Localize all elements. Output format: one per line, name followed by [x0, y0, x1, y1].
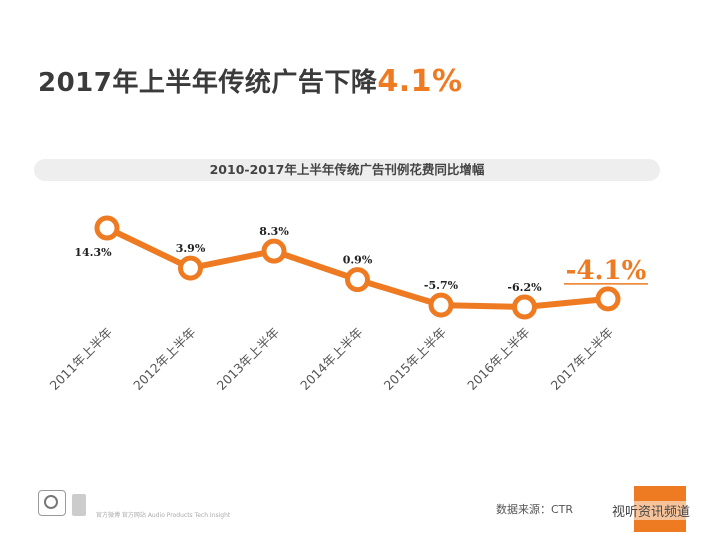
data-point [261, 238, 287, 264]
footer-qr-icon [72, 494, 86, 516]
data-point [345, 267, 370, 293]
data-point [428, 292, 454, 318]
x-tick-label: 2016年上半年 [464, 325, 532, 393]
data-label: 3.9% [176, 242, 206, 255]
data-label: 14.3% [74, 246, 112, 259]
data-label: -4.1% [566, 256, 647, 286]
data-label: 0.9% [343, 254, 373, 267]
x-tick-label: 2012年上半年 [130, 325, 198, 393]
x-tick-label: 2011年上半年 [47, 325, 115, 393]
data-point [178, 255, 203, 281]
chart-title: 2010-2017年上半年传统广告刊例花费同比增幅 [34, 159, 660, 181]
data-label: -6.2% [507, 281, 542, 294]
data-label: 8.3% [259, 225, 289, 238]
x-tick-label: 2013年上半年 [214, 325, 282, 393]
page-title-main: 2017年上半年传统广告下降 [38, 68, 378, 98]
watermark: 视听资讯频道 [610, 501, 693, 520]
data-point [512, 294, 537, 320]
data-point [94, 215, 120, 241]
footer-small-text: 官方微博 官方网站 Audio Products Tech Insight [96, 512, 231, 519]
x-tick-label: 2017年上半年 [548, 325, 616, 393]
page-title-highlight: 4.1% [377, 64, 463, 99]
footer-logo-icon [38, 490, 66, 516]
page-title: 2017年上半年传统广告下降4.1% [38, 62, 463, 99]
x-tick-label: 2014年上半年 [297, 325, 365, 393]
data-label: -5.7% [424, 279, 459, 292]
x-tick-label: 2015年上半年 [381, 325, 449, 393]
data-point [595, 286, 621, 312]
data-source: 数据来源：CTR [496, 503, 574, 516]
